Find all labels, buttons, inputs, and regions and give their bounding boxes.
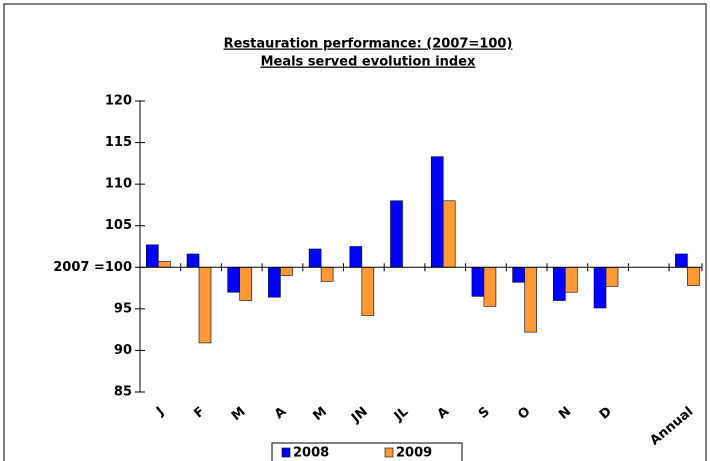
bar: [158, 261, 171, 268]
legend-label: 2009: [396, 446, 432, 461]
bar: [471, 266, 485, 297]
bar: [320, 266, 334, 282]
chart-title: Restauration performance: (2007=100): [224, 37, 513, 52]
y-tick-label: 110: [105, 177, 132, 192]
bar: [442, 200, 456, 268]
bar: [186, 253, 200, 268]
bar: [227, 266, 241, 293]
legend-swatch: [281, 447, 291, 458]
bar: [198, 266, 212, 344]
y-tick-label: 90: [114, 343, 132, 358]
y-tick-label: 105: [105, 218, 132, 233]
bar: [390, 200, 403, 268]
bar: [593, 266, 607, 309]
bar: [268, 266, 281, 298]
chart-frame: [3, 3, 707, 461]
legend-label: 2008: [293, 446, 329, 461]
y-tick-label: 120: [105, 94, 132, 109]
bar: [687, 266, 700, 286]
bar: [349, 246, 363, 268]
bar: [146, 244, 159, 268]
legend-box: [271, 442, 463, 461]
bar: [361, 266, 375, 316]
bar: [553, 266, 566, 301]
y-tick-label: 95: [114, 301, 132, 316]
y-tick-label: 2007 =100: [53, 260, 132, 275]
bar: [308, 248, 322, 268]
bar: [524, 266, 537, 333]
bar: [280, 266, 293, 276]
y-tick-label: 115: [105, 135, 132, 150]
y-tick-label: 85: [114, 385, 132, 400]
bar: [430, 156, 444, 268]
legend-swatch: [384, 447, 394, 458]
bar: [675, 253, 688, 268]
bar: [565, 266, 578, 293]
bar: [239, 266, 253, 301]
bar: [605, 266, 619, 287]
bar: [512, 266, 525, 283]
chart-subtitle: Meals served evolution index: [261, 55, 476, 70]
bar: [483, 266, 497, 307]
